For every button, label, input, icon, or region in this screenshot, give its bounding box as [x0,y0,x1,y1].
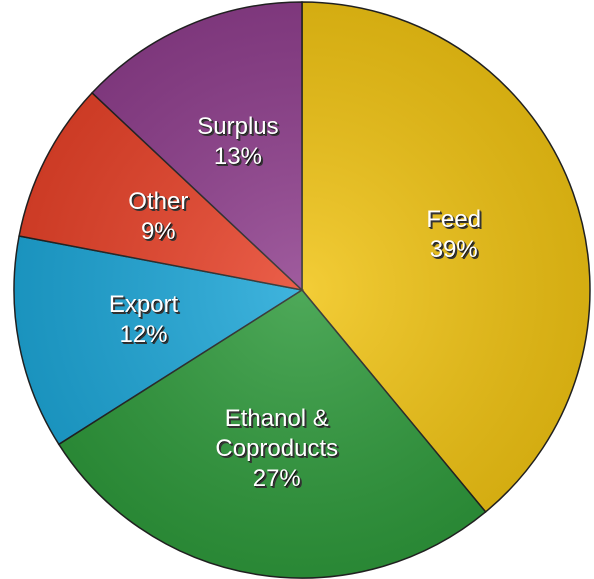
category-label: Feed [379,205,529,235]
value-label: 9% [83,217,233,247]
value-label: 13% [163,142,313,172]
category-label: Export [69,290,219,320]
value-label: 12% [69,320,219,350]
page: {"chart_data": {"type": "pie", "categori… [0,0,594,579]
value-label: 27% [202,464,352,494]
category-label: Other [83,187,233,217]
value-label: 39% [379,235,529,265]
category-label: Ethanol & Coproducts [202,404,352,464]
category-label: Surplus [163,112,313,142]
